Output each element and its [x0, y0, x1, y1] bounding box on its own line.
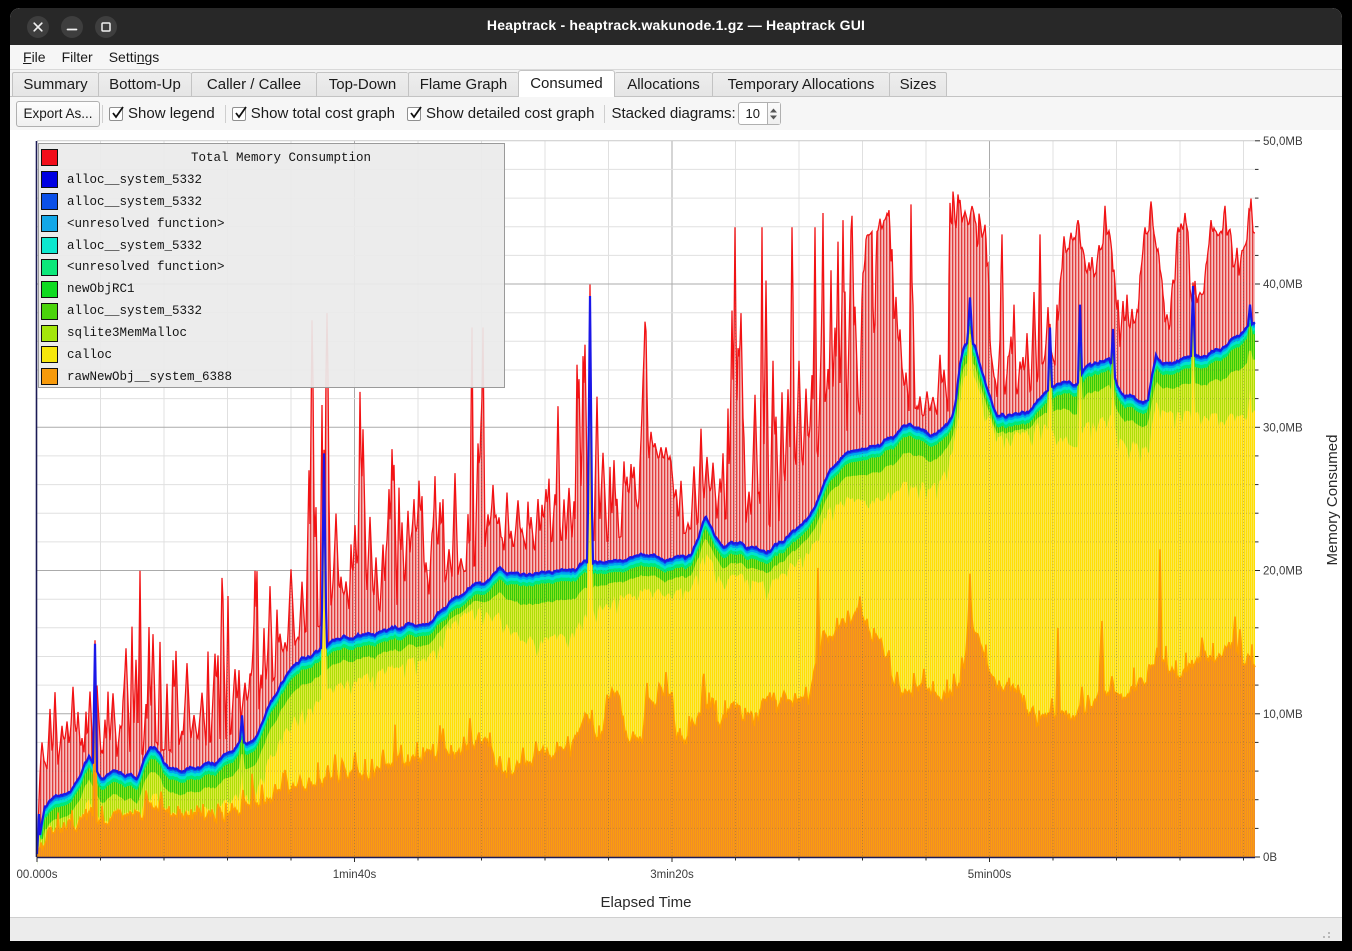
- svg-text:1min40s: 1min40s: [333, 869, 377, 881]
- svg-text:50,0MB: 50,0MB: [1263, 136, 1303, 148]
- svg-text:00.000s: 00.000s: [17, 869, 58, 881]
- svg-text:3min20s: 3min20s: [650, 869, 694, 881]
- svg-text:Elapsed Time: Elapsed Time: [601, 894, 692, 911]
- svg-text:40,0MB: 40,0MB: [1263, 279, 1303, 291]
- svg-text:5min00s: 5min00s: [968, 869, 1012, 881]
- svg-text:Memory Consumed: Memory Consumed: [1324, 435, 1341, 566]
- svg-text:30,0MB: 30,0MB: [1263, 422, 1303, 434]
- svg-text:10,0MB: 10,0MB: [1263, 709, 1303, 721]
- svg-text:20,0MB: 20,0MB: [1263, 566, 1303, 578]
- svg-text:0B: 0B: [1263, 852, 1277, 864]
